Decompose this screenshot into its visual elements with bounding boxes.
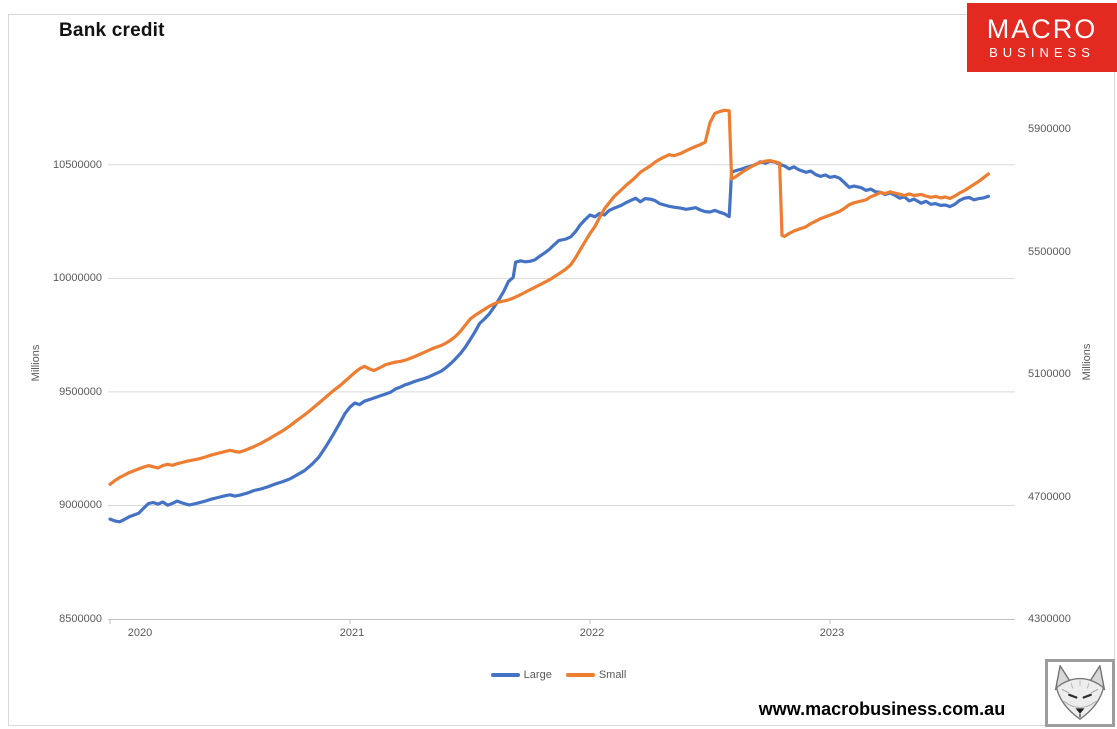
logo-text-business: BUSINESS [989, 44, 1095, 60]
logo-text-macro: MACRO [986, 14, 1098, 45]
chart-title: Bank credit [59, 20, 165, 41]
legend-label-large: Large [523, 669, 552, 681]
legend-item-large[interactable]: Large [490, 669, 552, 681]
left-axis-tick-label: 8500000 [59, 613, 102, 625]
legend: Large Small [0, 669, 1117, 681]
right-axis-tick-label: 5900000 [1028, 123, 1071, 135]
left-axis-title: Millions [30, 344, 42, 382]
right-axis-tick-label: 4300000 [1028, 613, 1071, 625]
fox-icon [1054, 665, 1106, 721]
footer-url[interactable]: www.macrobusiness.com.au [758, 699, 1006, 719]
x-axis-tick-label: 2021 [339, 627, 365, 639]
legend-item-small[interactable]: Small [565, 669, 627, 681]
macrobusiness-logo[interactable]: MACRO BUSINESS [967, 3, 1117, 72]
x-axis-tick-label: 2020 [127, 627, 153, 639]
right-axis-tick-label: 4700000 [1028, 490, 1071, 503]
series-line-large[interactable] [108, 159, 991, 524]
legend-swatch-small-icon [565, 673, 595, 677]
left-axis-tick-label: 9500000 [59, 385, 102, 398]
series-line-small[interactable] [108, 108, 991, 486]
right-axis-title: Millions [1081, 343, 1093, 381]
x-axis-tick-label: 2022 [579, 627, 605, 639]
fox-logo [1045, 659, 1115, 727]
right-axis-tick-label: 5100000 [1028, 368, 1071, 380]
left-axis-tick-label: 10000000 [53, 272, 102, 285]
legend-swatch-large-icon [490, 673, 520, 677]
chart-area-border [8, 14, 1115, 726]
left-axis-tick-label: 10500000 [53, 158, 102, 171]
legend-label-small: Small [598, 669, 627, 681]
right-axis-tick-label: 5500000 [1028, 245, 1071, 258]
left-axis-tick-label: 9000000 [59, 499, 102, 512]
x-axis-tick-label: 2023 [819, 627, 845, 639]
